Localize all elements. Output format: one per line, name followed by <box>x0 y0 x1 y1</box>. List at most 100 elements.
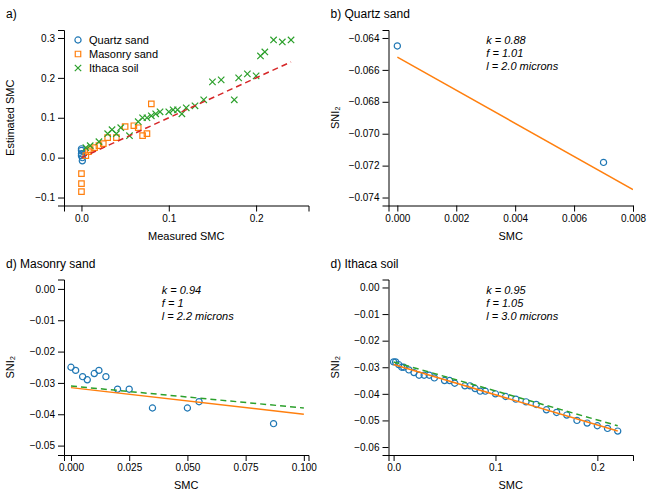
y-axis-title: SNI₂ <box>4 356 16 379</box>
x-tick-label: 0.004 <box>503 213 528 224</box>
y-tick: −0.03 <box>354 362 388 373</box>
point <box>149 405 155 411</box>
y-tick-mark <box>58 78 64 79</box>
y-tick: −0.070 <box>349 128 389 139</box>
y-tick-mark <box>58 289 64 290</box>
y-tick-label: −0.066 <box>349 65 380 76</box>
y-tick: 0.1 <box>41 112 64 123</box>
x-axis-line <box>389 206 634 212</box>
y-tick-mark <box>58 414 64 415</box>
y-axis: 0.00−0.01−0.02−0.03−0.04−0.05−0.06 <box>354 280 389 456</box>
point <box>79 189 84 194</box>
y-tick-label: −0.072 <box>349 160 380 171</box>
x-tick-mark <box>187 455 188 461</box>
x-tick-label: 0.2 <box>250 213 264 224</box>
point <box>270 421 276 427</box>
y-tick-mark <box>58 352 64 353</box>
y-tick: −0.064 <box>349 33 389 44</box>
line <box>71 388 304 415</box>
y-tick-label: −0.02 <box>354 335 380 346</box>
y-tick: −0.05 <box>354 415 388 426</box>
point <box>600 159 606 165</box>
x-axis-title: SMC <box>499 479 524 491</box>
y-tick-mark <box>383 367 389 368</box>
x-tick-mark <box>394 455 395 461</box>
point-group <box>394 43 606 166</box>
annotation-line: k = 0.88 <box>486 34 526 46</box>
point <box>244 71 250 77</box>
y-tick: −0.06 <box>354 442 388 453</box>
y-tick-mark <box>383 38 389 39</box>
panel: 0.00.10.20.00−0.01−0.02−0.03−0.04−0.05−0… <box>329 257 634 492</box>
y-axis-line <box>58 31 65 207</box>
y-tick-label: −0.05 <box>30 440 56 451</box>
y-tick-label: −0.03 <box>354 362 380 373</box>
point <box>231 97 237 103</box>
point <box>235 75 241 81</box>
x-tick-label: 0.1 <box>162 213 176 224</box>
x-tick-label: 0.050 <box>175 462 200 473</box>
plot-area <box>394 43 633 190</box>
y-axis-title: Estimated SMC <box>4 79 16 155</box>
panel: 0.00.10.2−0.10.00.10.20.3Measured SMCEst… <box>4 7 309 242</box>
x-tick-label: 0.006 <box>562 213 587 224</box>
x-axis: 0.00.10.2 <box>387 455 633 473</box>
panel-title: b) Quartz sand <box>331 7 410 21</box>
line <box>71 386 304 408</box>
y-tick-mark <box>58 118 64 119</box>
legend-label: Ithaca soil <box>89 62 139 74</box>
x-tick: 0.004 <box>503 206 528 224</box>
x-tick-mark <box>633 206 634 212</box>
x-tick: 0.1 <box>162 206 176 224</box>
annotation-line: f = 1 <box>162 297 184 309</box>
y-tick-mark <box>383 198 389 199</box>
y-tick-label: −0.064 <box>349 33 380 44</box>
y-tick-label: 0.00 <box>36 284 56 295</box>
y-tick-label: 0.3 <box>41 33 55 44</box>
annotation-line: f = 1.01 <box>486 47 523 59</box>
point <box>79 181 84 186</box>
y-tick: −0.04 <box>30 409 64 420</box>
y-axis-title: SNI₂ <box>329 356 341 379</box>
legend-label: Quartz sand <box>89 34 149 46</box>
point <box>79 171 84 176</box>
y-axis-title: SNI₂ <box>329 106 341 129</box>
y-tick: 0.00 <box>36 284 64 295</box>
legend-label: Masonry sand <box>89 48 158 60</box>
point <box>218 77 224 83</box>
y-tick-mark <box>58 320 64 321</box>
point <box>270 37 276 43</box>
x-tick: 0.008 <box>621 206 646 224</box>
y-tick: −0.1 <box>35 192 64 203</box>
x-tick: 0.075 <box>234 455 259 473</box>
y-tick-label: −0.01 <box>354 309 380 320</box>
panel: 0.0000.0250.0500.0750.1000.00−0.01−0.02−… <box>4 257 317 492</box>
y-tick-mark <box>58 198 64 199</box>
y-tick: −0.066 <box>349 65 389 76</box>
y-tick: 0.0 <box>41 152 64 163</box>
plot-area <box>391 359 621 434</box>
x-tick-label: 0.075 <box>234 462 259 473</box>
y-tick-mark <box>383 447 389 448</box>
y-tick: −0.068 <box>349 96 389 107</box>
x-tick: 0.0 <box>387 455 401 473</box>
x-tick: 0.050 <box>175 455 200 473</box>
y-axis: −0.074−0.072−0.070−0.068−0.066−0.064 <box>349 31 389 207</box>
point <box>279 39 285 45</box>
x-tick-mark <box>495 455 496 461</box>
x-tick-label: 0.1 <box>489 462 503 473</box>
y-tick-label: 0.1 <box>41 112 55 123</box>
x-tick-label: 0.025 <box>117 462 142 473</box>
x-tick-label: 0.002 <box>444 213 469 224</box>
x-tick-mark <box>246 455 247 461</box>
y-tick-mark <box>383 166 389 167</box>
x-tick-mark <box>81 206 82 212</box>
annotation: k = 0.95f = 1.05l = 3.0 microns <box>486 284 558 322</box>
y-tick-mark <box>383 341 389 342</box>
y-axis-line <box>383 280 390 456</box>
x-tick: 0.000 <box>59 455 84 473</box>
line <box>394 362 618 426</box>
panel-title: d) Ithaca soil <box>331 257 399 271</box>
annotation-line: k = 0.94 <box>162 284 201 296</box>
point <box>118 125 124 131</box>
